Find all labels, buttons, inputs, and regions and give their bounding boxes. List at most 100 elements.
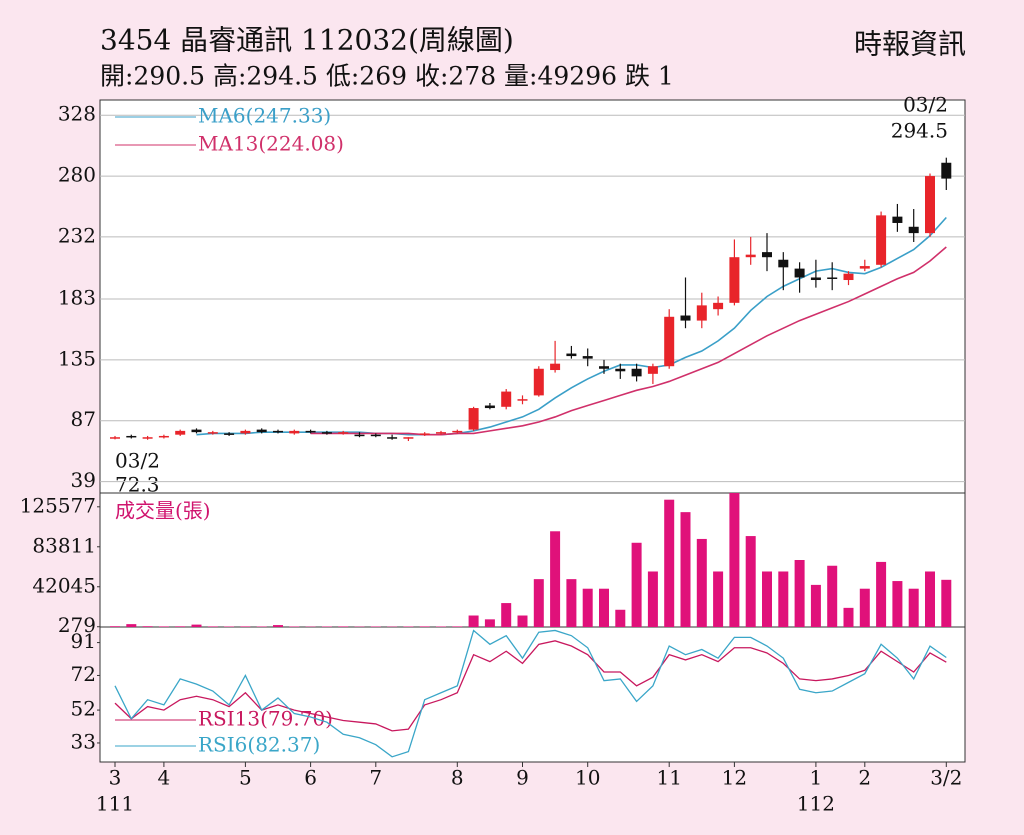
y-tick-label: 87 [71, 407, 96, 431]
candle-body [647, 366, 658, 374]
y-tick-label: 33 [71, 729, 96, 753]
candle-body [941, 162, 952, 179]
volume-label: 成交量(張) [115, 499, 211, 523]
bar [484, 619, 495, 627]
candle-body [452, 430, 463, 433]
ma-line [310, 246, 947, 436]
candle-body [843, 273, 854, 281]
y-tick-label: 91 [71, 629, 96, 653]
bar [892, 581, 903, 627]
bar [843, 607, 854, 627]
candle-body [191, 429, 202, 433]
candle-body [338, 432, 349, 434]
year-label: 111 [96, 792, 134, 816]
x-tick-label: 3 [109, 766, 122, 790]
y-tick-label: 72 [71, 662, 96, 686]
legend-label: MA6(247.33) [198, 104, 331, 128]
candle-body [256, 429, 267, 433]
candle-body [110, 437, 120, 439]
x-tick-label: 8 [451, 766, 464, 790]
candle-body [680, 315, 691, 321]
candle-body [207, 432, 218, 434]
candle-body [533, 368, 544, 396]
x-tick-label: 11 [656, 766, 681, 790]
legend-label: RSI6(82.37) [198, 733, 320, 757]
candle-body [517, 399, 528, 401]
x-tick-label: 10 [575, 766, 600, 790]
candle-body [729, 257, 740, 303]
bar [876, 561, 887, 627]
candle-body [810, 277, 821, 281]
low-note-value: 72.3 [115, 473, 160, 497]
y-tick-label: 279 [58, 613, 96, 637]
bar [647, 571, 658, 627]
candle-body [484, 405, 495, 409]
candle-body [876, 215, 887, 265]
y-tick-label: 183 [58, 286, 96, 310]
y-tick-label: 52 [71, 697, 96, 721]
bar [566, 579, 577, 627]
bar [338, 626, 349, 627]
candle-body [566, 353, 577, 357]
bar [664, 499, 675, 627]
candle-body [419, 433, 430, 435]
candle-body [240, 430, 251, 434]
candle-body [859, 266, 870, 269]
bar [533, 579, 544, 627]
candle-body [745, 254, 756, 258]
candle-body [142, 437, 153, 439]
x-tick-label: 1 [810, 766, 823, 790]
high-note-date: 03/2 [903, 93, 948, 117]
y-tick-label: 39 [71, 468, 96, 492]
bar [827, 565, 838, 627]
candle-body [696, 305, 707, 321]
candle-body [354, 434, 365, 437]
plot-frame [99, 99, 966, 763]
candle-body [273, 430, 283, 433]
high-note-value: 294.5 [891, 119, 948, 143]
bar [273, 625, 283, 627]
y-tick-label: 42045 [32, 573, 96, 597]
bar [713, 571, 724, 627]
y-tick-label: 328 [58, 102, 96, 126]
bar [517, 615, 528, 627]
bar [615, 609, 626, 627]
chart-title: 3454 晶睿通訊 112032(周線圖) [100, 24, 514, 57]
candle-body [827, 277, 838, 279]
bar [240, 626, 251, 627]
candle-body [403, 437, 414, 439]
candle-body [224, 433, 235, 435]
candle-body [289, 430, 300, 434]
candle-body [158, 435, 169, 438]
bar [631, 542, 642, 627]
legend-label: MA13(224.08) [198, 132, 344, 156]
bar [599, 588, 609, 627]
candle-body [892, 216, 903, 223]
bar [859, 588, 870, 627]
candle-body [664, 316, 675, 367]
bar [419, 626, 430, 627]
candle-body [126, 435, 137, 438]
x-tick-label: 9 [516, 766, 529, 790]
bar [941, 579, 952, 627]
rsi-line [114, 640, 947, 732]
bar [191, 624, 202, 627]
bar [696, 538, 707, 627]
bar [207, 626, 218, 627]
volume-bars [110, 493, 952, 627]
bar [794, 560, 805, 627]
chart-subtitle: 開:290.5 高:294.5 低:269 收:278 量:49296 跌 1 [100, 62, 674, 91]
bar [762, 571, 772, 627]
candle-body [175, 430, 186, 435]
bar [110, 626, 120, 627]
legend-label: RSI13(79.70) [198, 707, 333, 731]
bar [745, 536, 756, 627]
ma-line [196, 216, 947, 436]
bar [582, 588, 593, 627]
candle-body [436, 432, 446, 434]
candle-body [762, 252, 772, 258]
x-tick-label: 2 [858, 766, 871, 790]
bar [778, 571, 789, 627]
